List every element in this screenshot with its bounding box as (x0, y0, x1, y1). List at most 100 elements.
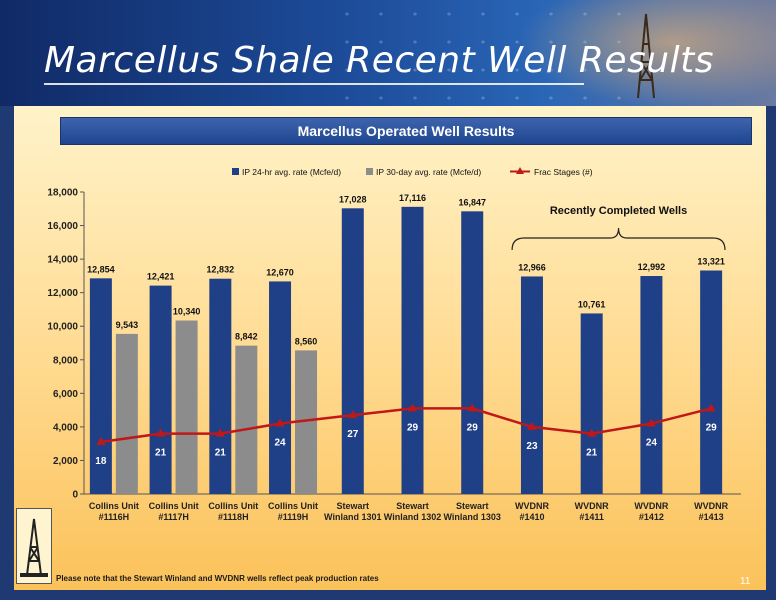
recent-wells-brace (511, 227, 726, 251)
x-tick-label: WVDNR (694, 501, 728, 511)
y-tick-label: 4,000 (53, 422, 78, 433)
frac-stages-label: 21 (155, 448, 167, 459)
y-tick-label: 14,000 (47, 255, 78, 266)
legend-label: IP 30-day avg. rate (Mcfe/d) (376, 167, 481, 177)
bar-ip-24hr (700, 270, 723, 494)
frac-stages-marker (348, 410, 358, 419)
legend-swatch-frac-marker (516, 167, 524, 174)
frac-stages-label: 24 (646, 438, 658, 449)
legend-swatch-ip-30day (366, 168, 373, 175)
frac-stages-label: 24 (274, 438, 286, 449)
frac-stages-marker (706, 403, 716, 412)
bar-ip-24hr (461, 211, 484, 494)
x-tick-label: Collins Unit (268, 501, 318, 511)
bar-ip-30day (235, 345, 258, 494)
data-label-ip-24hr: 17,028 (339, 194, 367, 204)
x-tick-label: #1412 (639, 512, 664, 522)
x-tick-label: #1117H (158, 512, 189, 522)
data-label-ip-24hr: 13,321 (697, 257, 725, 267)
frac-stages-marker (275, 418, 285, 427)
x-tick-label: WVDNR (634, 501, 668, 511)
frac-stages-label: 29 (706, 422, 718, 433)
slide-title: Marcellus Shale Recent Well Results (44, 40, 714, 81)
frac-stages-label: 21 (586, 448, 598, 459)
data-label-ip-24hr: 12,992 (638, 262, 666, 272)
bar-ip-24hr (149, 285, 172, 494)
y-tick-label: 12,000 (47, 288, 78, 299)
x-tick-label: Collins Unit (208, 501, 258, 511)
frac-stages-label: 18 (95, 456, 107, 467)
x-tick-label: Winland 1301 (324, 512, 381, 522)
x-tick-label: WVDNR (515, 501, 549, 511)
x-tick-label: Winland 1303 (444, 512, 501, 522)
footnote: Please note that the Stewart Winland and… (56, 574, 379, 583)
x-tick-label: #1413 (699, 512, 724, 522)
bar-ip-24hr (401, 206, 424, 495)
frac-stages-marker (646, 418, 656, 427)
bar-ip-30day (295, 350, 318, 494)
data-label-ip-24hr: 17,116 (399, 193, 426, 203)
frac-stages-marker (156, 428, 166, 437)
recent-wells-annotation: Recently Completed Wells (550, 205, 687, 217)
bar-ip-24hr (341, 208, 364, 495)
data-label-ip-30day: 8,560 (295, 336, 318, 346)
data-label-ip-24hr: 12,854 (87, 264, 115, 274)
title-underline (44, 83, 584, 85)
x-tick-label: Collins Unit (149, 501, 199, 511)
x-tick-label: #1411 (579, 512, 604, 522)
derrick-logo-icon (17, 509, 51, 583)
bar-ip-24hr (640, 276, 663, 494)
bar-ip-30day (115, 333, 138, 494)
x-tick-label: Winland 1302 (384, 512, 441, 522)
frac-stages-marker (96, 436, 106, 445)
x-tick-label: #1119H (278, 512, 309, 522)
y-tick-label: 6,000 (53, 389, 78, 400)
x-tick-label: Stewart (396, 501, 429, 511)
x-tick-label: #1116H (99, 512, 130, 522)
frac-stages-label: 23 (526, 441, 538, 452)
frac-stages-marker (215, 428, 225, 437)
page-number: 11 (740, 576, 751, 587)
frac-stages-label: 29 (407, 422, 419, 433)
frac-stages-marker (408, 403, 417, 412)
y-tick-label: 16,000 (47, 221, 78, 232)
frac-stages-marker (587, 428, 597, 437)
bar-ip-24hr (209, 278, 232, 494)
header-banner (0, 0, 776, 106)
data-label-ip-24hr: 12,966 (518, 262, 546, 272)
frac-stages-label: 29 (467, 422, 479, 433)
y-tick-label: 18,000 (47, 188, 78, 199)
bar-ip-24hr (269, 281, 292, 494)
frac-stages-label: 27 (347, 429, 359, 440)
frac-stages-marker (527, 421, 537, 430)
data-label-ip-30day: 8,842 (235, 332, 258, 342)
y-tick-label: 2,000 (53, 456, 78, 467)
y-tick-label: 0 (72, 490, 78, 501)
data-label-ip-24hr: 12,832 (207, 265, 235, 275)
oil-derrick-icon (637, 13, 655, 99)
y-tick-label: 10,000 (47, 322, 78, 333)
x-tick-label: #1410 (519, 512, 544, 522)
x-tick-label: WVDNR (575, 501, 609, 511)
x-tick-label: Stewart (456, 501, 489, 511)
data-label-ip-24hr: 10,761 (578, 299, 606, 309)
data-label-ip-24hr: 16,847 (458, 197, 486, 207)
chart-banner: Marcellus Operated Well Results (60, 117, 752, 145)
legend-label: IP 24-hr avg. rate (Mcfe/d) (242, 167, 341, 177)
legend-swatch-ip-24hr (232, 168, 239, 175)
frac-stages-label: 21 (215, 448, 227, 459)
bar-ip-24hr (520, 276, 543, 494)
x-tick-label: Stewart (337, 501, 370, 511)
bar-ip-24hr (580, 313, 603, 494)
data-label-ip-24hr: 12,421 (147, 272, 175, 282)
data-label-ip-30day: 10,340 (173, 307, 201, 317)
y-tick-label: 8,000 (53, 355, 78, 366)
bar-ip-30day (175, 320, 198, 494)
company-logo (16, 508, 52, 584)
frac-stages-marker (467, 403, 477, 412)
x-tick-label: #1118H (218, 512, 249, 522)
data-label-ip-30day: 9,543 (116, 320, 139, 330)
legend-label: Frac Stages (#) (534, 167, 593, 177)
x-tick-label: Collins Unit (89, 501, 139, 511)
